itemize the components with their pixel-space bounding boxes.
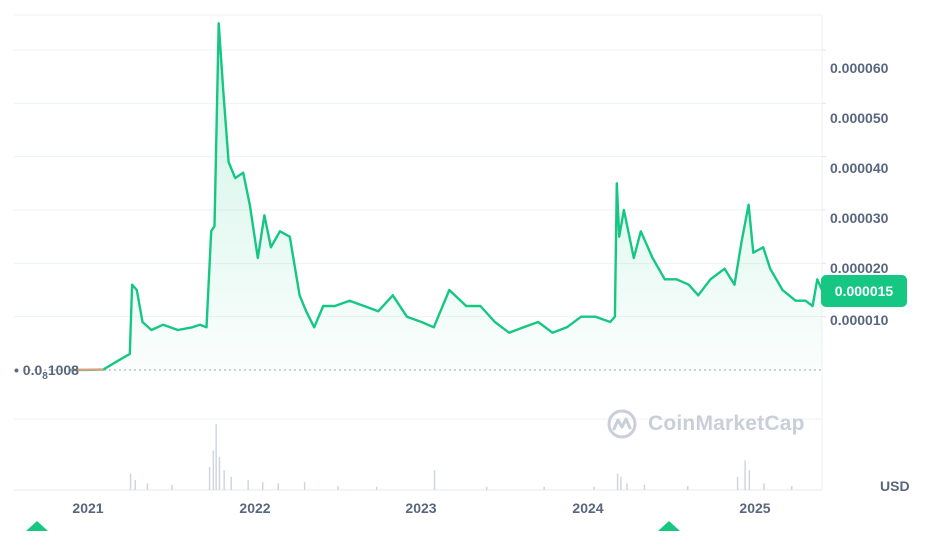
volume-bar [230,476,232,490]
x-tick-label: 2024 [572,500,604,516]
volume-bar [171,484,173,490]
baseline-prefix: 0.0 [22,362,43,378]
volume-bar [215,424,217,490]
volume-bar [486,486,488,490]
watermark: CoinMarketCap [606,408,805,440]
y-tick-label: 0.000020 [830,260,889,276]
volume-bar [223,470,225,490]
current-price-badge: 0.000015 [821,275,907,307]
volume-bar [763,483,765,490]
volume-bar [218,457,221,490]
volume-bar [620,476,622,490]
volume-bar [543,486,545,490]
y-tick-label: 0.000010 [830,312,889,328]
volume-bar [616,473,619,490]
volume-bar [643,484,646,490]
volume-bar [146,483,149,490]
volume-bar [208,466,211,490]
y-tick-label: 0.000050 [830,110,889,126]
coinmarketcap-logo-icon [607,409,637,439]
baseline-price-label: • 0.081008 [14,362,79,382]
x-tick-label: 2025 [739,500,771,516]
volume-bar [337,486,339,490]
volume-bar [247,480,249,490]
y-tick-label: 0.000040 [830,160,889,176]
x-tick-label: 2023 [405,500,437,516]
volume-bar [593,486,595,490]
volume-bar [744,460,746,490]
volume-bar [686,486,689,490]
y-tick-label: 0.000030 [830,210,889,226]
volume-bar [790,486,793,490]
volume-bar [212,450,215,490]
volume-bar [375,486,378,490]
volume-bar [134,480,136,490]
volume-bar [748,470,751,490]
y-tick-label: 0.000060 [830,60,889,76]
price-line [70,22,824,372]
volume-bar [433,470,436,490]
watermark-text: CoinMarketCap [648,412,805,435]
volume-bar [129,473,132,490]
baseline-subscript: 8 [42,370,48,382]
price-area-fill [71,23,822,371]
baseline-suffix: 1008 [47,362,79,378]
x-tick-label: 2022 [239,500,271,516]
volume-bar [277,483,280,490]
volume-bar [303,482,306,490]
volume-bar [736,476,739,490]
range-handle-right[interactable] [658,521,680,531]
currency-label: USD [880,478,910,494]
volume-bar [262,482,264,490]
range-handle-left[interactable] [26,521,48,531]
x-tick-label: 2021 [72,500,104,516]
volume-bar [626,483,628,490]
